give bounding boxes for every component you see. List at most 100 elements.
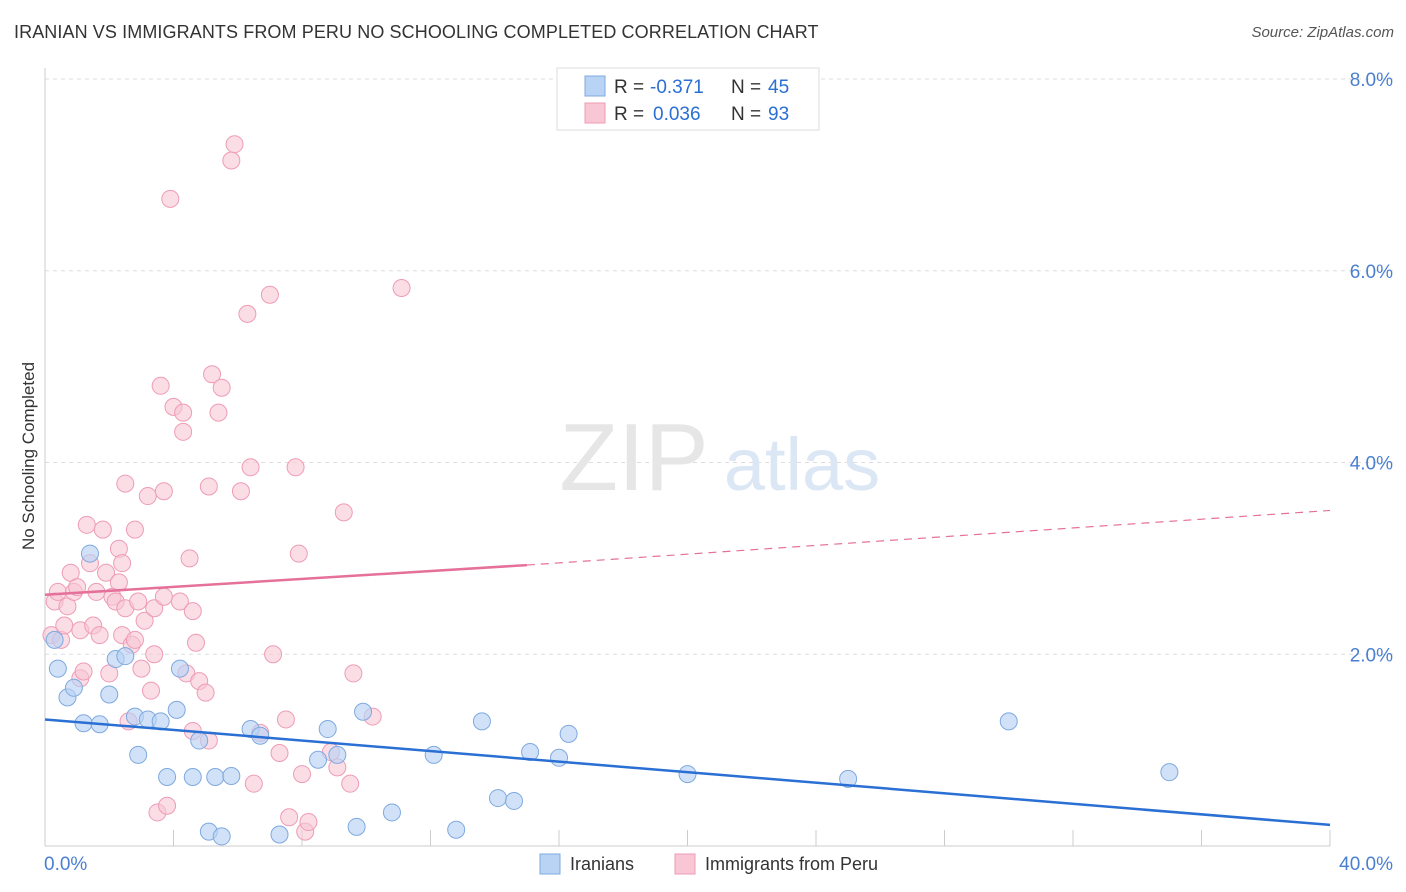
peru-point-47 (174, 403, 193, 422)
peru-point-36 (142, 681, 161, 700)
iranian-point-41 (839, 769, 858, 788)
watermark-zip: ZIP (559, 404, 708, 511)
legend-r-value-iranians: -0.371 (650, 77, 704, 98)
grid-lines (45, 78, 1395, 655)
x-tick-label-0: 0.0% (44, 854, 87, 875)
peru-point-73 (286, 458, 305, 477)
peru-point-37 (145, 645, 164, 664)
peru-point-12 (77, 515, 96, 534)
y-tick-label-2: 6.0% (1350, 262, 1393, 283)
peru-trend-line (44, 563, 527, 597)
y-axis-label: No Schooling Completed (19, 362, 38, 550)
iranian-point-35 (488, 789, 507, 808)
bottom-legend-label-iranians: Iranians (570, 854, 634, 874)
peru-point-64 (238, 304, 257, 323)
source-label: Source: ZipAtlas.com (1251, 24, 1394, 41)
legend-r-label-peru: R = (614, 104, 644, 125)
iranian-point-0 (45, 630, 64, 649)
peru-point-48 (174, 422, 193, 441)
peru-point-60 (212, 378, 231, 397)
iranian-points (45, 544, 1179, 846)
iranian-point-25 (270, 825, 289, 844)
peru-point-43 (158, 796, 177, 815)
peru-point-31 (125, 520, 144, 539)
peru-point-50 (180, 549, 199, 568)
peru-point-66 (244, 774, 263, 793)
legend-r-value-peru: 0.036 (653, 104, 701, 125)
peru-point-32 (129, 592, 148, 611)
peru-point-52 (183, 602, 202, 621)
iranian-point-26 (309, 750, 328, 769)
iranian-point-3 (64, 678, 83, 697)
legend-n-value-iranians: 45 (768, 77, 789, 98)
legend-n-label-peru: N = (731, 104, 761, 125)
peru-point-77 (299, 813, 318, 832)
iranian-trend-line (44, 718, 1331, 827)
iranian-point-5 (80, 544, 99, 563)
chart-title: IRANIAN VS IMMIGRANTS FROM PERU NO SCHOO… (14, 22, 819, 42)
iranian-point-39 (559, 724, 578, 743)
iranian-point-1 (48, 659, 67, 678)
peru-point-25 (113, 554, 132, 573)
iranian-point-15 (167, 700, 186, 719)
peru-point-42 (154, 587, 173, 606)
peru-point-17 (93, 520, 112, 539)
peru-point-22 (109, 573, 128, 592)
peru-point-59 (209, 403, 228, 422)
iranian-point-9 (116, 647, 135, 666)
iranian-point-14 (158, 767, 177, 786)
peru-point-34 (135, 611, 154, 630)
peru-point-71 (276, 710, 295, 729)
iranian-point-20 (206, 767, 225, 786)
peru-point-30 (125, 630, 144, 649)
iranian-point-17 (183, 767, 202, 786)
bottom-legend: Iranians Immigrants from Peru (539, 853, 878, 875)
legend-swatch-peru (584, 102, 606, 124)
peru-point-81 (341, 774, 360, 793)
iranian-point-43 (1160, 763, 1179, 782)
peru-point-55 (196, 683, 215, 702)
y-tick-label-0: 2.0% (1350, 645, 1393, 666)
legend-swatch-iranians (584, 75, 606, 97)
iranian-point-38 (550, 748, 568, 767)
peru-point-53 (186, 633, 205, 652)
peru-point-69 (264, 645, 283, 664)
legend-r-label-iranians: R = (614, 77, 644, 98)
peru-point-2 (48, 582, 67, 601)
iranian-point-21 (212, 827, 231, 846)
iranian-point-7 (100, 685, 119, 704)
iranian-point-40 (678, 765, 697, 784)
peru-point-4 (55, 616, 74, 635)
iranian-point-27 (318, 720, 337, 739)
top-legend: R = -0.371 N = 45 R = 0.036 N = 93 (556, 67, 820, 131)
watermark-atlas: atlas (724, 423, 880, 506)
peru-point-65 (241, 458, 260, 477)
iranian-point-18 (190, 731, 209, 750)
iranian-point-37 (521, 743, 540, 762)
peru-point-62 (225, 135, 244, 154)
iranian-point-32 (424, 745, 443, 764)
peru-point-70 (270, 744, 289, 763)
x-tick-label-1: 40.0% (1339, 854, 1393, 875)
peru-point-16 (90, 626, 109, 645)
iranian-point-42 (999, 712, 1018, 731)
peru-point-11 (74, 662, 93, 681)
peru-point-35 (138, 487, 157, 506)
peru-trend-extension (526, 509, 1331, 566)
peru-point-61 (222, 151, 241, 170)
peru-point-18 (97, 563, 116, 582)
peru-point-44 (161, 189, 180, 208)
iranian-point-31 (382, 803, 401, 822)
y-tick-label-1: 4.0% (1350, 454, 1393, 475)
iranian-point-34 (472, 712, 491, 731)
iranian-point-22 (222, 767, 241, 786)
peru-point-80 (334, 503, 353, 522)
peru-point-40 (151, 376, 170, 395)
peru-point-57 (199, 477, 218, 496)
bottom-legend-label-peru: Immigrants from Peru (705, 854, 878, 874)
peru-point-46 (170, 592, 189, 611)
iranian-point-36 (505, 791, 524, 810)
peru-point-38 (145, 599, 164, 618)
peru-point-84 (392, 279, 411, 298)
tick-labels: 2.0% 4.0% 6.0% 8.0% 0.0% 40.0% (44, 70, 1393, 875)
